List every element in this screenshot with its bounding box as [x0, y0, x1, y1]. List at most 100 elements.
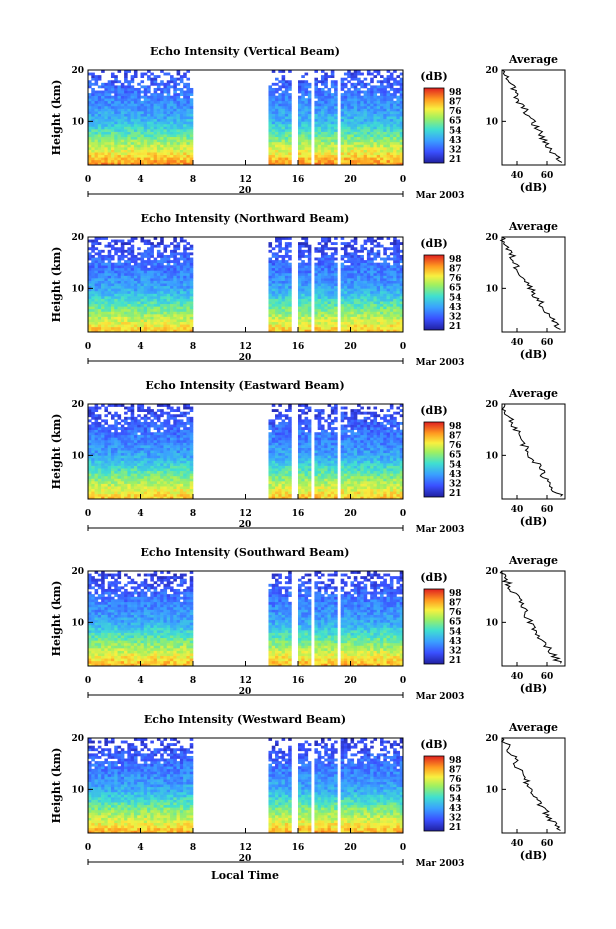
heatmap-cell	[334, 293, 338, 297]
heatmap-cell	[284, 324, 289, 328]
heatmap-cell	[383, 272, 387, 276]
heatmap-cell	[179, 280, 184, 284]
heatmap-cell	[183, 118, 187, 122]
heatmap-cell	[288, 87, 292, 91]
heatmap-cell	[120, 154, 125, 158]
heatmap-cell	[334, 283, 338, 287]
heatmap-cell	[376, 321, 381, 325]
heatmap-cell	[120, 136, 125, 140]
heatmap-cell	[298, 301, 302, 305]
heatmap-cell	[183, 272, 187, 276]
heatmap-cell	[370, 303, 374, 307]
heatmap-cell	[137, 275, 141, 279]
heatmap-cell	[340, 280, 345, 284]
heatmap-cell	[327, 136, 332, 140]
heatmap-cell	[327, 113, 332, 117]
heatmap-cell	[320, 108, 325, 112]
heatmap-cell	[124, 288, 128, 292]
heatmap-cell	[324, 77, 328, 81]
heatmap-cell	[114, 100, 118, 104]
panel-title: Echo Intensity (Eastward Beam)	[145, 379, 344, 392]
heatmap-cell	[288, 265, 292, 269]
heatmap-cell	[288, 237, 292, 240]
heatmap-cell	[330, 154, 335, 158]
heatmap-cell	[176, 134, 181, 138]
heatmap-cell	[396, 314, 401, 317]
heatmap-cell	[124, 265, 128, 269]
heatmap-cell	[268, 278, 273, 281]
heatmap-cell	[107, 270, 112, 274]
heatmap-cell	[271, 93, 276, 96]
heatmap-cell	[156, 129, 161, 132]
heatmap-cell	[91, 409, 95, 413]
heatmap-cell	[298, 257, 302, 261]
heatmap-cell	[170, 306, 174, 310]
heatmap-cell	[275, 262, 279, 266]
heatmap-cell	[278, 275, 282, 279]
heatmap-cell	[110, 450, 115, 454]
heatmap-cell	[373, 159, 378, 163]
heatmap-cell	[179, 272, 184, 276]
heatmap-cell	[278, 290, 282, 294]
heatmap-cell	[301, 270, 305, 274]
heatmap-cell	[357, 93, 361, 96]
heatmap-cell	[380, 118, 384, 122]
heatmap-cell	[166, 111, 171, 114]
heatmap-cell	[366, 72, 371, 76]
heatmap-cell	[284, 131, 289, 135]
heatmap-cell	[357, 290, 361, 294]
heatmap-cell	[104, 257, 108, 261]
colorbar-tick: 54	[449, 126, 462, 136]
heatmap-cell	[353, 113, 358, 117]
heatmap-cell	[317, 87, 322, 91]
heatmap-cell	[327, 275, 332, 279]
heatmap-cell	[140, 152, 145, 156]
heatmap-cell	[183, 95, 187, 99]
heatmap-cell	[396, 308, 401, 312]
heatmap-cell	[179, 100, 184, 104]
heatmap-cell	[357, 288, 361, 292]
heatmap-cell	[160, 98, 164, 102]
heatmap-cell	[340, 103, 345, 107]
heatmap-cell	[88, 316, 92, 320]
heatmap-cell	[114, 301, 118, 305]
heatmap-cell	[353, 237, 358, 240]
heatmap-cell	[91, 324, 95, 328]
heatmap-cell	[186, 149, 191, 153]
heatmap-cell	[110, 144, 115, 148]
heatmap-cell	[350, 159, 355, 163]
heatmap-cell	[133, 316, 138, 320]
heatmap-cell	[307, 134, 312, 138]
heatmap-cell	[120, 463, 125, 466]
heatmap-cell	[314, 303, 318, 307]
heatmap-cell	[353, 298, 358, 302]
heatmap-cell	[298, 85, 302, 89]
heatmap-cell	[386, 321, 391, 325]
heatmap-cell	[324, 316, 328, 320]
heatmap-cell	[94, 139, 99, 143]
heatmap-cell	[143, 296, 148, 299]
heatmap-cell	[94, 308, 99, 312]
heatmap-cell	[330, 288, 335, 292]
heatmap-cell	[183, 162, 187, 166]
heatmap-cell	[301, 324, 305, 328]
heatmap-cell	[150, 136, 154, 140]
heatmap-cell	[393, 134, 397, 138]
heatmap-cell	[288, 116, 292, 120]
heatmap-cell	[389, 296, 394, 299]
heatmap-cell	[150, 147, 154, 150]
heatmap-cell	[91, 478, 95, 482]
heatmap-cell	[117, 254, 122, 258]
heatmap-cell	[380, 275, 384, 279]
heatmap-cell	[343, 105, 348, 109]
heatmap-cell	[268, 314, 273, 317]
heatmap-cell	[343, 324, 348, 328]
heatmap-cell	[91, 108, 95, 112]
heatmap-cell	[101, 249, 105, 253]
heatmap-cell	[340, 100, 345, 104]
heatmap-cell	[360, 303, 364, 307]
heatmap-cell	[386, 303, 391, 307]
heatmap-cell	[170, 280, 174, 284]
heatmap-cell	[314, 90, 318, 94]
heatmap-cell	[370, 290, 374, 294]
